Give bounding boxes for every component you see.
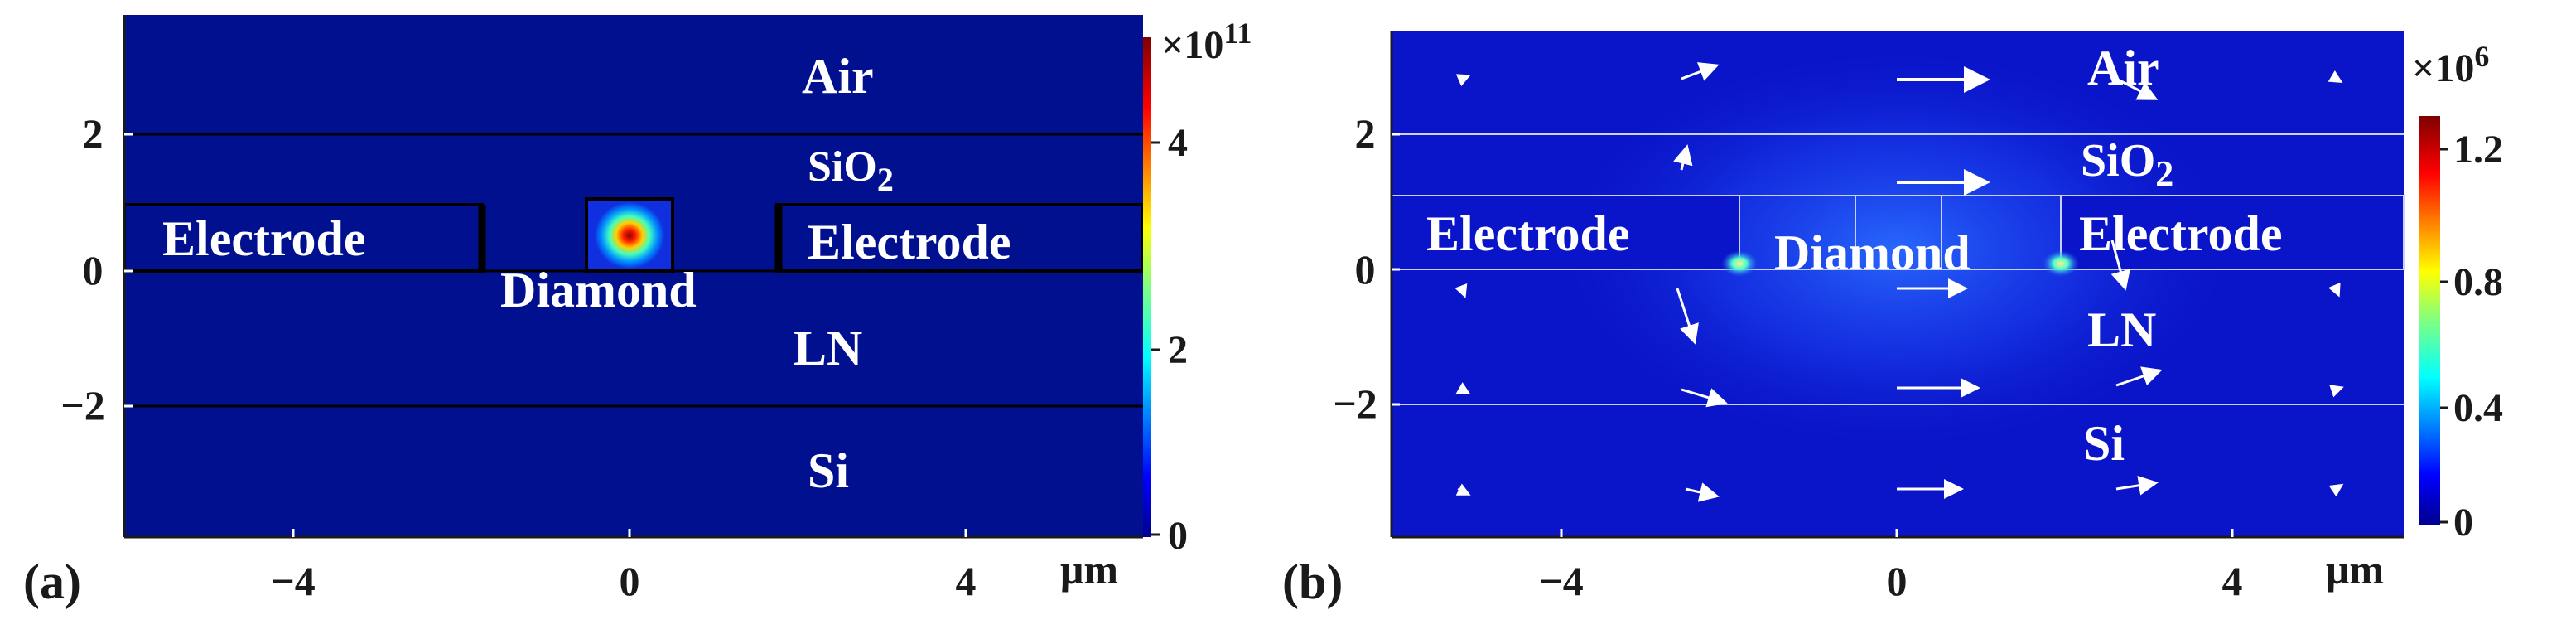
panel-b-colorbar-exponent: ×106 [2412,40,2489,90]
panel-b-label-diamond: Diamond [1774,225,1971,280]
panel-b-colorbar-tick-0-4: 0.4 [2453,386,2503,430]
panel-a-id: (a) [23,554,81,609]
panel-b-hotspot-left [1721,250,1758,277]
panel-a-colorbar-tick-0: 0 [1168,514,1188,558]
panel-b-x-tick-4: 4 [2222,558,2243,604]
panel-b-id: (b) [1282,554,1343,609]
panel-b-x-tick-0: 0 [1887,558,1908,604]
panel-b-diamond-core [1855,195,1942,270]
panel-b-y-tick-minus2: −2 [1333,380,1377,427]
panel-a-y-tick-minus2: −2 [60,382,105,428]
panel-a-colorbar-exponent: ×1011 [1161,17,1252,67]
panel-a-label-diamond: Diamond [500,263,697,317]
panel-b-label-electrode-left: Electrode [1426,206,1629,261]
panel-a-label-sio2: SiO2 [808,143,894,198]
panel-b-field-arrows [1454,62,2344,502]
panel-a-x-tick-4: 4 [956,558,977,604]
panel-b-x-unit: μm [2326,546,2384,593]
panel-a-y-tick-2: 2 [83,110,104,157]
panel-b-field-glow [1532,33,2261,464]
panel-b-colorbar-ticks [2440,148,2448,524]
panel-b-y-tick-2: 2 [1355,110,1376,157]
panel-b-label-ln: LN [2087,302,2156,357]
panel-a-optical-mode [595,202,664,269]
panel-a-label-air: Air [802,49,874,104]
panel-b-label-electrode-right: Electrode [2079,206,2282,261]
panel-b-electrode-left-shape [1391,195,1740,270]
panel-a-x-unit: μm [1060,546,1118,593]
panel-b-hotspot-right [2043,250,2079,277]
panel-a-label-electrode-left: Electrode [162,211,365,266]
panel-a-ticks [124,133,967,537]
panel-b-label-sio2: SiO2 [2081,135,2173,194]
panel-a-colorbar [1143,37,1151,537]
panel-a-colorbar-tick-4: 4 [1168,121,1188,165]
panel-a-colorbar-tick-2: 2 [1168,328,1188,372]
panel-b-colorbar-tick-0: 0 [2453,501,2473,544]
panel-a-colorbar-ticks [1151,141,1160,536]
panel-a-x-tick-0: 0 [620,558,640,604]
panel-a-x-tick-minus4: −4 [271,558,316,604]
panel-b-label-si: Si [2083,416,2125,471]
panel-a-label-si: Si [808,443,849,498]
panel-a-plot-area [124,15,1143,537]
panel-b-y-tick-0: 0 [1355,246,1376,293]
panel-b-label-air: Air [2087,41,2159,95]
panel-b-colorbar [2419,116,2440,525]
panel-a-label-ln: LN [794,321,862,375]
panel-a: Air SiO2 Electrode Electrode Diamond LN … [23,15,1252,609]
panel-b-colorbar-tick-0-8: 0.8 [2453,260,2503,304]
panel-b: Air SiO2 Electrode Electrode Diamond LN … [1282,31,2503,609]
panel-b-colorbar-tick-1-2: 1.2 [2453,128,2503,172]
panel-a-y-tick-0: 0 [83,247,104,293]
panel-b-ticks [1392,133,2234,537]
panel-b-x-tick-minus4: −4 [1539,558,1584,604]
panel-a-label-electrode-right: Electrode [808,215,1011,269]
